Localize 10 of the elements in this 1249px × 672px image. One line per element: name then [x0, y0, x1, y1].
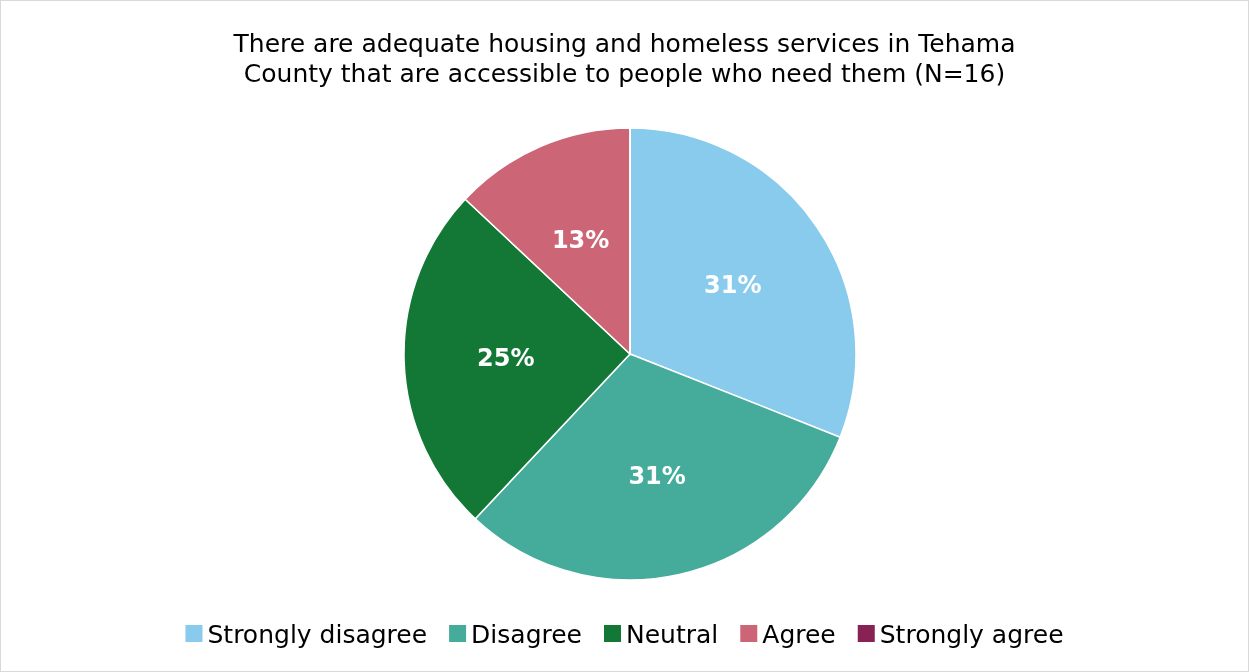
data-label: 31% [628, 461, 686, 490]
legend-label: Agree [762, 619, 836, 649]
legend-label: Strongly agree [879, 619, 1064, 649]
data-label: 13% [551, 226, 610, 255]
data-label: 25% [477, 344, 535, 373]
legend-label: Disagree [471, 619, 582, 649]
data-label: 31% [704, 270, 762, 299]
chart-title: There are adequate housing and homeless services in Tehama County that are accessible to people who need them (N=16) [232, 29, 1016, 88]
legend-label: Neutral [626, 619, 719, 649]
legend-label: Strongly disagree [207, 619, 428, 649]
